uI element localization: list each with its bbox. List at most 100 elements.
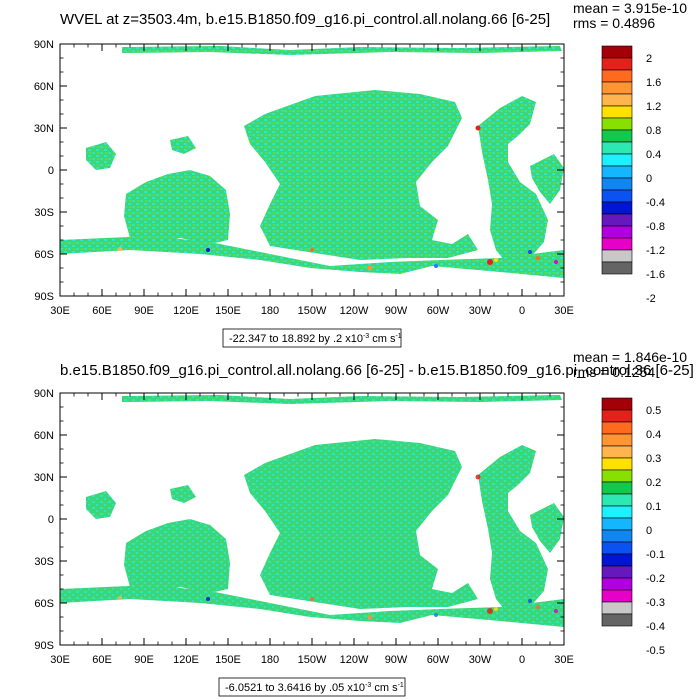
panel-bottom-colorbar: 0.5 0.4 0.3 0.2 0.1 0 -0.1 -0.2 -0.3 -0.4 -0.5 [601, 397, 665, 657]
panel-bottom-colorbar-box [601, 421, 633, 435]
panel-top-colorbar-box [601, 165, 633, 179]
panel-bottom-colorbar-box [601, 481, 633, 495]
panel-bottom-colorbar-box [601, 613, 633, 627]
panel-top-x-tick-label: 60E [92, 305, 112, 317]
panel-bottom-x-tick-label: 90W [385, 654, 408, 666]
panel-bottom-colorbar-label: -0.2 [646, 573, 665, 585]
panel-top-rms: rms = 0.4896 [573, 15, 655, 31]
panel-top-y-tick-label: 0 [48, 165, 54, 177]
panel-bottom-colorbar-box [601, 493, 633, 507]
panel-bottom-colorbar-label: 0.2 [646, 477, 661, 489]
panel-bottom-range-unit: cm s [371, 682, 398, 694]
panel-bottom-colorbar-box [601, 517, 633, 531]
panel-top-x-tick-label: 90W [385, 305, 408, 317]
panel-bottom-x-tick-label: 60W [427, 654, 450, 666]
panel-top-axes: 30E 60E 90E 120E 150E 180 150W 120W 90W 60W 30W 0 30… [34, 39, 574, 317]
panel-bottom-colorbar-box [601, 565, 633, 579]
panel-top-colorbar-box [601, 201, 633, 215]
panel-top-map [60, 46, 564, 278]
panel-bottom-x-tick-label: 30E [554, 654, 574, 666]
panel-bottom-colorbar-box [601, 601, 633, 615]
panel-top-range-unit-exp: -1 [395, 333, 401, 340]
panel-top-colorbar-label: -0.8 [646, 221, 665, 233]
panel-bottom-colorbar-label: -0.4 [646, 621, 665, 633]
panel-top-colorbar-box [601, 213, 633, 227]
panel-bottom-colorbar-box [601, 409, 633, 423]
panel-top-title: WVEL at z=3503.4m, b.e15.B1850.f09_g16.p… [60, 11, 550, 28]
panel-bottom-colorbar-box [601, 445, 633, 459]
panel-top-colorbar-label: -0.4 [646, 197, 665, 209]
panel-bottom-colorbar-label: 0 [646, 525, 652, 537]
panel-top-colorbar-box [601, 249, 633, 263]
panel-top-x-tick-label: 120E [173, 305, 199, 317]
panel-top-x-tick-label: 60W [427, 305, 450, 317]
panel-top-colorbar: 2 1.6 1.2 0.8 0.4 0 -0.4 -0.8 -1.2 -1.6 -2 [601, 45, 665, 305]
panel-top-y-tick-label: 30N [34, 123, 54, 135]
panel-bottom-x-tick-label: 30E [50, 654, 70, 666]
panel-bottom-x-tick-label: 30W [469, 654, 492, 666]
panel-top-colorbar-box [601, 117, 633, 131]
panel-top-colorbar-label: 0.4 [646, 149, 661, 161]
panel-bottom-colorbar-label: -0.1 [646, 549, 665, 561]
panel-bottom-rms: rms = 0.1254 [573, 364, 655, 380]
panel-top-colorbar-box [601, 93, 633, 107]
panel-bottom-colorbar-box [601, 505, 633, 519]
panel-top-colorbar-box [601, 237, 633, 251]
panel-top-x-tick-label: 30W [469, 305, 492, 317]
panel-bottom-colorbar-box [601, 457, 633, 471]
panel-bottom-x-tick-label: 150W [298, 654, 327, 666]
panel-bottom-colorbar-label: 0.1 [646, 501, 661, 513]
panel-bottom-colorbar-box [601, 529, 633, 543]
panel-bottom-colorbar-label: -0.5 [646, 645, 665, 657]
panel-top-colorbar-box [601, 105, 633, 119]
panel-bottom-x-tick-label: 90E [134, 654, 154, 666]
panel-bottom-x-tick-label: 180 [261, 654, 279, 666]
panel-bottom-x-tick-label: 0 [519, 654, 525, 666]
panel-bottom-axes: 30E 60E 90E 120E 150E 180 150W 120W 90W 60W 30W 0 30… [34, 388, 574, 666]
panel-bottom-colorbar-box [601, 577, 633, 591]
panel-top-y-tick-label: 90N [34, 39, 54, 51]
panel-bottom-y-tick-label: 30N [34, 472, 54, 484]
panel-top-y-tick-label: 60S [34, 249, 54, 261]
panel-top-colorbar-box [601, 225, 633, 239]
panel-top-x-tick-label: 30E [50, 305, 70, 317]
panel-top-colorbar-label: 2 [646, 53, 652, 65]
panel-top-x-tick-label: 90E [134, 305, 154, 317]
panel-top-colorbar-label: 0.8 [646, 125, 661, 137]
panel-bottom-y-tick-label: 30S [34, 556, 54, 568]
panel-bottom-y-tick-label: 90N [34, 388, 54, 400]
panel-top-colorbar-box [601, 177, 633, 191]
panel-bottom-y-tick-label: 90S [34, 640, 54, 652]
panel-top-colorbar-box [601, 261, 633, 275]
panel-bottom-range-main: -6.0521 to 3.6416 by .05 x10 [225, 682, 365, 694]
panel-bottom-range-box: -6.0521 to 3.6416 by .05 x10-3 cm s-1 [218, 677, 406, 697]
panel-top-colorbar-box [601, 189, 633, 203]
panel-top-colorbar-label: -1.2 [646, 245, 665, 257]
panel-top-colorbar-label: 0 [646, 173, 652, 185]
panel-bottom-colorbar-box [601, 541, 633, 555]
panel-bottom-colorbar-label: 0.5 [646, 405, 661, 417]
panel-bottom-x-tick-label: 60E [92, 654, 112, 666]
panel-bottom-x-tick-label: 120E [173, 654, 199, 666]
panel-top-colorbar-label: -2 [646, 293, 656, 305]
panel-bottom-colorbar-box [601, 397, 633, 411]
panel-bottom-range-unit-exp: -1 [398, 682, 404, 689]
panel-top: WVEL at z=3503.4m, b.e15.B1850.f09_g16.p… [34, 0, 687, 348]
panel-bottom-colorbar-box [601, 433, 633, 447]
panel-top-range-main: -22.347 to 18.892 by .2 x10 [229, 333, 363, 345]
panel-bottom-colorbar-label: 0.4 [646, 429, 661, 441]
panel-top-colorbar-label: -1.6 [646, 269, 665, 281]
panel-bottom-colorbar-label: -0.3 [646, 597, 665, 609]
panel-bottom-y-tick-label: 60N [34, 430, 54, 442]
panel-top-colorbar-box [601, 129, 633, 143]
panel-top-x-tick-label: 30E [554, 305, 574, 317]
panel-bottom-x-tick-label: 150E [215, 654, 241, 666]
svg-text:-6.0521 to 3.6416 by .05 x10-3: -6.0521 to 3.6416 by .05 x10-3 cm s-1 [225, 682, 404, 694]
panel-bottom-y-tick-label: 0 [48, 514, 54, 526]
panel-top-x-tick-label: 150W [298, 305, 327, 317]
panel-bottom-title: b.e15.B1850.f09_g16.pi_control.all.nolan… [60, 362, 694, 379]
panel-top-colorbar-label: 1.2 [646, 101, 661, 113]
panel-top-mean: mean = 3.915e-10 [573, 0, 687, 16]
svg-text:-22.347 to 18.892 by .2 x10-3: -22.347 to 18.892 by .2 x10-3 cm s-1 [229, 333, 402, 345]
